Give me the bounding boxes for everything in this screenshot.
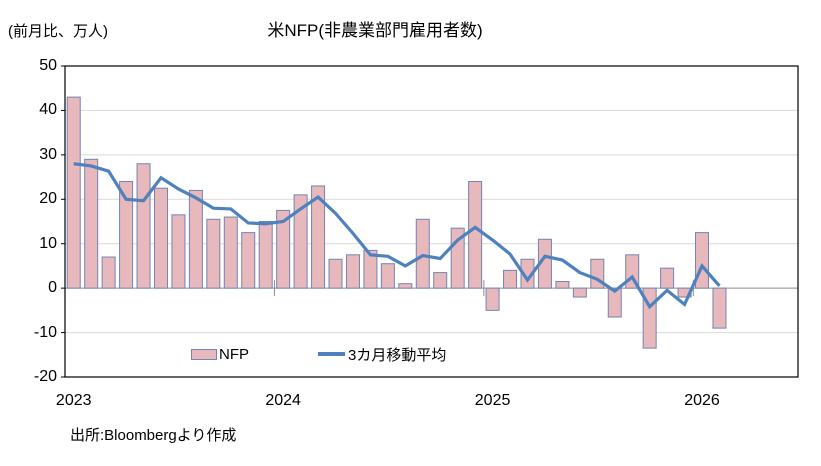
nfp-bar (258, 221, 273, 289)
y-axis-tick-label: -10 (33, 323, 57, 341)
nfp-bar (311, 185, 326, 289)
nfp-bar (276, 209, 291, 289)
nfp-bar (572, 287, 587, 298)
plot-border (64, 65, 799, 378)
nfp-bar (171, 214, 186, 289)
nfp-bar (153, 187, 168, 289)
y-axis-tick-label: 10 (39, 234, 57, 252)
nfp-bar (328, 258, 343, 289)
y-axis-tick-label: 0 (48, 279, 57, 297)
x-axis-year-label: 2024 (265, 392, 301, 409)
nfp-bar (119, 181, 134, 289)
nfp-bar (66, 96, 81, 289)
nfp-bar (363, 249, 378, 289)
nfp-bar (101, 256, 116, 289)
nfp-bar (485, 287, 500, 311)
y-axis-unit-label: (前月比、万人) (8, 23, 108, 40)
nfp-bar (398, 283, 413, 289)
nfp-bar (223, 216, 238, 289)
nfp-bar (607, 287, 622, 318)
nfp-bar (555, 280, 570, 289)
nfp-bar (206, 218, 221, 289)
nfp-bar (136, 163, 151, 289)
y-axis-tick-label: 40 (39, 101, 57, 119)
nfp-bar (660, 267, 675, 289)
y-axis-tick-label: 50 (39, 57, 57, 74)
source-note: 出所:Bloombergより作成 (70, 427, 237, 444)
nfp-bar (433, 272, 448, 289)
nfp-bar (415, 218, 430, 289)
nfp-bar (188, 189, 203, 289)
nfp-bar (468, 181, 483, 289)
x-axis-year-label: 2023 (55, 392, 92, 409)
y-axis-tick-label: 30 (39, 145, 57, 163)
y-axis-tick-label: -20 (33, 368, 57, 385)
moving-average-line (73, 162, 721, 310)
nfp-bar (345, 254, 360, 289)
nfp-bar (293, 194, 308, 289)
nfp-bar (241, 232, 256, 289)
nfp-bar (503, 269, 518, 289)
x-axis-year-label: 2026 (684, 392, 720, 409)
x-axis-year-label: 2025 (474, 392, 511, 409)
chart-title: 米NFP(非農業部門雇用者数) (267, 21, 483, 40)
nfp-bar (380, 263, 395, 289)
y-axis-tick-label: 20 (39, 190, 57, 208)
nfp-bar (84, 158, 99, 289)
nfp-bar (712, 287, 727, 329)
